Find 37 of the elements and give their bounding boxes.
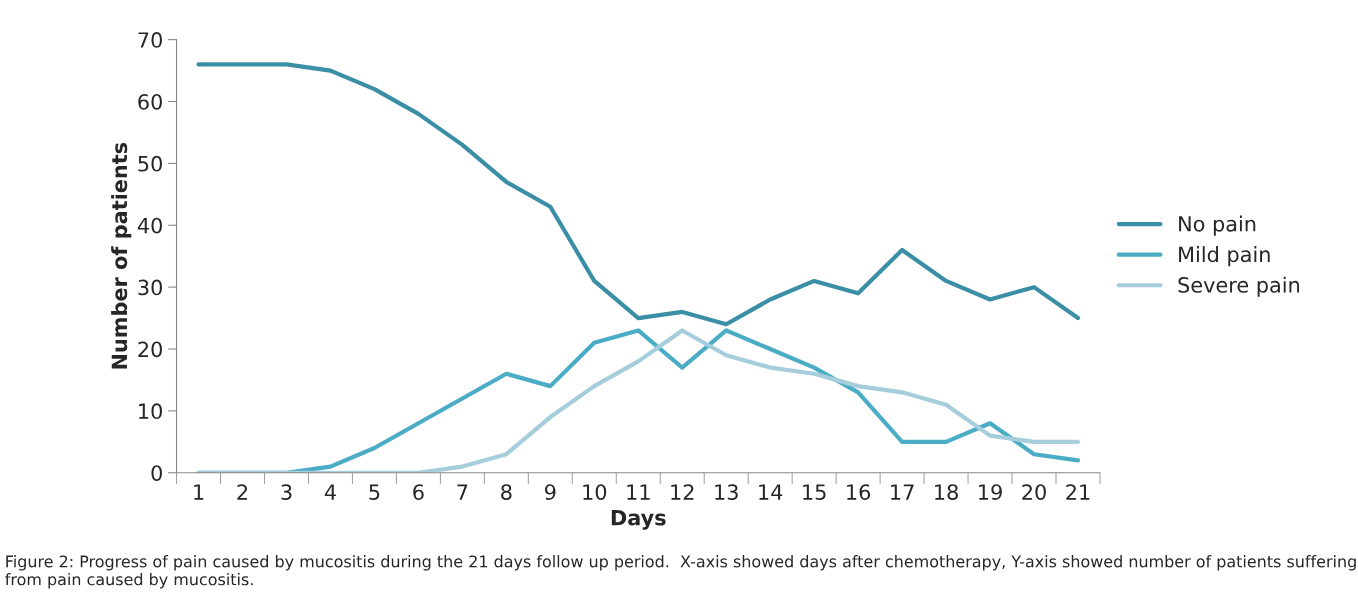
x-tick-label: 6 [413,484,424,500]
y-tick-label: 20 [138,341,162,358]
legend-label: No pain [1179,215,1256,236]
x-tick-label: 5 [369,484,380,500]
x-axis-title: Days [611,510,666,530]
x-tick-label: 11 [627,484,650,500]
line-series [196,62,1081,327]
x-tick-label: 21 [1066,484,1090,500]
y-tick-label: 50 [138,155,162,172]
x-tick-label: 15 [803,484,826,500]
x-tick-label: 18 [935,484,958,500]
y-tick-label: 30 [138,279,162,296]
x-tick-label: 2 [237,484,248,500]
y-tick-label: 0 [151,465,162,481]
legend-label: Severe pain [1178,276,1299,297]
x-tick-label: 19 [979,484,1002,500]
legend-label: Mild pain [1179,246,1270,267]
x-tick-label: 13 [715,484,738,500]
line-series [196,328,1081,473]
y-tick-label: 40 [137,217,162,234]
x-tick-label: 1 [194,484,204,500]
y-tick-label: 70 [138,32,162,48]
y-axis-title: Number of patients [111,142,132,369]
x-tick-label: 17 [891,484,914,500]
x-tick-label: 7 [457,484,468,500]
x-tick-label: 16 [847,484,871,500]
y-tick-label: 10 [139,403,162,420]
x-tick-label: 9 [545,484,556,500]
x-tick-label: 10 [583,484,607,500]
y-tick-label: 60 [138,93,162,110]
x-tick-label: 14 [759,484,783,500]
x-tick-label: 4 [324,484,336,500]
x-tick-label: 12 [671,484,694,500]
x-tick-label: 8 [501,484,512,500]
caption: Figure 2: Progress of pain caused by mucositis during the 21 days follow up period. X-axis showed days after chemotherapy, Y-axis showed number of patients suffering from pain caused by mucositis. [5,555,1356,589]
x-tick-label: 3 [281,484,292,500]
x-tick-label: 20 [1022,484,1046,500]
